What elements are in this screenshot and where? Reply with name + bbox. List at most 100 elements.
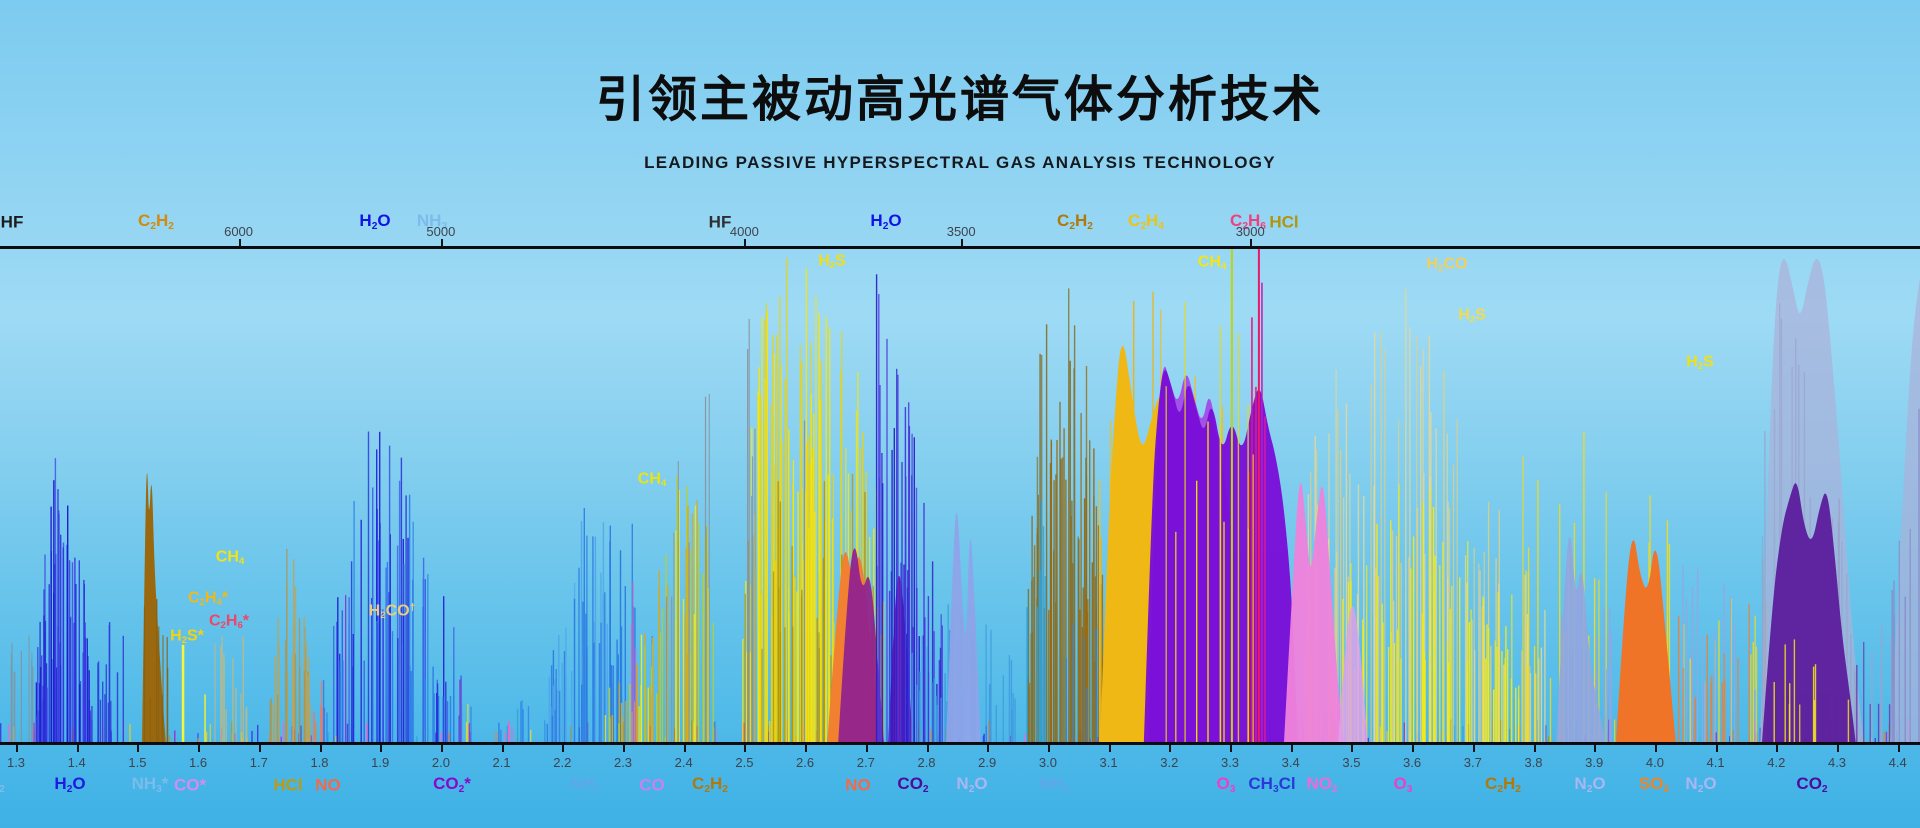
bottom-axis-tick — [319, 745, 322, 752]
band-SO2-blob — [1615, 540, 1676, 744]
gas-label-top-H2O: H2O — [359, 210, 391, 232]
bottom-axis-tick — [1897, 745, 1900, 752]
bottom-axis-tick-label: 1.3 — [6, 755, 26, 770]
gas-label-top-C2H2: C2H2 — [138, 210, 174, 232]
gas-label-top-C2H4: C2H4 — [1128, 210, 1164, 232]
gas-label-bottom-CH3Cl: CH3Cl — [1248, 773, 1296, 795]
band-CO2-edgehump — [1890, 277, 1920, 744]
band-N2O-smallhumps — [1556, 536, 1606, 744]
bottom-axis-tick — [1290, 745, 1293, 752]
gas-label-top-C2H2: C2H2 — [1057, 210, 1093, 232]
gas-label-bottom-O3: O3 — [1216, 773, 1236, 795]
gas-label-bottom-C2H2: C2H2 — [1485, 773, 1521, 795]
bottom-axis-tick — [1472, 745, 1475, 752]
bottom-axis-tick-label: 4.4 — [1888, 755, 1907, 770]
gas-label-bottom-CO2: CO2 — [1796, 773, 1828, 795]
band-cyan-lines — [1026, 500, 1046, 744]
bottom-axis-tick-label: 3.4 — [1281, 755, 1300, 770]
bottom-axis-tick-label: 1.9 — [371, 755, 390, 770]
bottom-axis-tick-label: 2.9 — [978, 755, 997, 770]
bottom-axis-tick-label: 3.2 — [1160, 755, 1179, 770]
peak-label-CH4: CH4 — [1197, 253, 1227, 273]
bottom-axis-tick-label: 4.1 — [1706, 755, 1725, 770]
bottom-axis-tick-label: 3.8 — [1524, 755, 1543, 770]
peak-label-H2CO†: H2CO† — [368, 602, 416, 622]
bottom-axis-tick-label: 2.5 — [735, 755, 754, 770]
gas-label-bottom-SO2: SO2 — [1638, 773, 1670, 795]
bottom-axis-line — [0, 742, 1920, 745]
bottom-axis-tick — [198, 745, 201, 752]
bottom-axis-tick-label: 3.0 — [1038, 755, 1057, 770]
bottom-axis-tick — [1654, 745, 1657, 752]
bottom-axis-tick — [137, 745, 140, 752]
peak-label-H2S: H2S — [1686, 353, 1714, 373]
bottom-axis-tick — [1412, 745, 1415, 752]
band-CO2-edgelines — [1891, 408, 1920, 744]
bottom-axis-tick — [1715, 745, 1718, 752]
top-axis-tick-label: 5000 — [426, 224, 456, 239]
bottom-axis-tick-label: 4.3 — [1827, 755, 1847, 770]
gas-label-bottom-NH3*: NH3* — [131, 773, 169, 795]
bottom-axis-tick — [1837, 745, 1839, 752]
top-axis-tick-label: 4000 — [729, 224, 759, 239]
band-C2H2-brownband — [142, 472, 166, 744]
band-NO-magenta — [838, 548, 885, 744]
peak-label-H2S: H2S — [1458, 306, 1486, 326]
bottom-axis-tick — [987, 745, 990, 752]
gas-label-bottom-NO: NO — [315, 775, 341, 795]
bottom-axis-tick — [1533, 745, 1536, 752]
band-khaki-sparse — [214, 636, 248, 744]
bottom-axis-tick-label: 3.9 — [1585, 755, 1604, 770]
gas-label-bottom-H2O: H2O — [54, 773, 86, 795]
gas-label-top-C2H6: C2H6 — [1230, 210, 1266, 232]
band-right-sparse — [1856, 625, 1892, 744]
gas-label-top-HF: HF — [0, 212, 24, 232]
peak-label-H2CO: H2CO — [1426, 255, 1468, 275]
band-yellow-pokes — [1165, 302, 1254, 744]
bottom-axis-tick-label: 1.6 — [189, 755, 208, 770]
gas-label-bottom-CO: CO — [639, 775, 665, 795]
top-axis-tick-label: 6000 — [224, 224, 254, 239]
bottom-axis-tick — [1169, 745, 1172, 752]
gas-label-bottom-NH3: NH3 — [1038, 773, 1070, 795]
gas-label-bottom-N2O: N2O — [1685, 773, 1717, 795]
bottom-axis-tick — [1047, 745, 1050, 752]
gas-label-bottom-CO2: CO2 — [897, 773, 929, 795]
bottom-axis-tick-label: 4.2 — [1767, 755, 1786, 770]
peak-label-CH4: CH4 — [637, 470, 667, 490]
gas-label-top-H2O: H2O — [870, 210, 902, 232]
bottom-axis-tick-label: 3.6 — [1403, 755, 1422, 770]
bottom-axis-tick — [805, 745, 808, 752]
band-NO2-orchid — [1283, 483, 1344, 744]
bottom-axis-tick-label: 2.4 — [674, 755, 693, 770]
page-title: 引领主被动高光谱气体分析技术 — [595, 73, 1324, 127]
peak-label-CH4: CH4 — [215, 548, 245, 568]
peak-label-C2H4*: C2H4* — [187, 589, 229, 609]
band-H2S-lines — [181, 644, 206, 744]
band-steel-lines — [1065, 623, 1098, 744]
bottom-axis-tick-label: 2.6 — [796, 755, 815, 770]
band-gray-in-yellow — [747, 319, 806, 744]
gas-label-bottom-CO*: CO* — [173, 775, 207, 795]
top-axis-tick-label: 3000 — [1235, 224, 1265, 239]
bottom-axis-tick — [683, 745, 686, 752]
gas-label-bottom-HCl: HCl — [273, 775, 303, 795]
bottom-axis-tick — [1230, 745, 1232, 752]
band-H2O-sparse — [97, 622, 124, 744]
bottom-axis-tick — [380, 745, 383, 752]
page-subtitle: LEADING PASSIVE HYPERSPECTRAL GAS ANALYS… — [644, 153, 1276, 172]
band-NO2-plum — [1337, 606, 1368, 744]
band-NO-salmon — [313, 681, 324, 744]
bottom-axis-tick — [1594, 745, 1597, 752]
band-violet-bits — [345, 595, 461, 744]
gas-label-top-HCl: HCl — [1269, 212, 1299, 232]
gas-label-top-NH3: NH3 — [416, 210, 448, 232]
bottom-axis-tick — [440, 745, 443, 752]
band-N2O-smalllines — [1560, 580, 1612, 744]
bottom-axis-tick-label: 3.5 — [1342, 755, 1361, 770]
bottom-axis-tick-label: 2.3 — [613, 755, 633, 770]
bottom-axis-tick — [926, 745, 929, 752]
band-CO2-speckles — [1773, 639, 1850, 744]
bottom-axis-tick — [623, 745, 625, 752]
